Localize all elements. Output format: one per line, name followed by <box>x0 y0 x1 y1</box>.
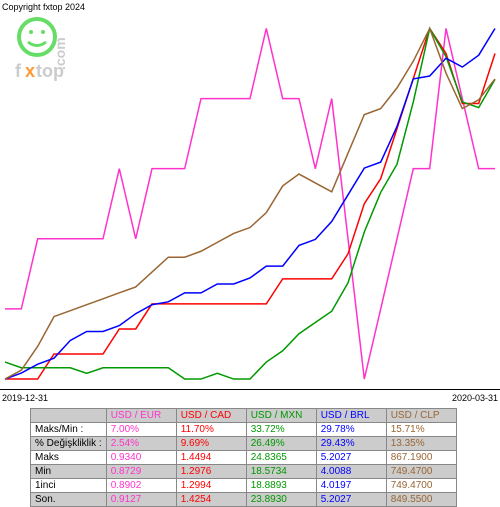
table-header: USD / BRL <box>316 409 386 423</box>
table-cell: 33.72% <box>246 423 316 437</box>
data-table: USD / EURUSD / CADUSD / MXNUSD / BRLUSD … <box>30 408 457 507</box>
date-end: 2020-03-31 <box>452 393 498 403</box>
table-row-label: 1inci <box>31 479 107 493</box>
table-row-label: % Değişkliklik : <box>31 437 107 451</box>
table-cell: 29.43% <box>316 437 386 451</box>
date-start: 2019-12-31 <box>2 393 48 403</box>
table-cell: 9.69% <box>176 437 246 451</box>
table-cell: 0.8729 <box>106 465 176 479</box>
table-cell: 18.5734 <box>246 465 316 479</box>
table-cell: 15.71% <box>386 423 456 437</box>
table-cell: 0.8902 <box>106 479 176 493</box>
table-row-label: Min <box>31 465 107 479</box>
table-cell: 749.4700 <box>386 479 456 493</box>
table-cell: 4.0197 <box>316 479 386 493</box>
table-cell: 7.00% <box>106 423 176 437</box>
table-cell: 4.0088 <box>316 465 386 479</box>
table-cell: 1.4494 <box>176 451 246 465</box>
table-row-label: Maks/Min : <box>31 423 107 437</box>
table-cell: 24.8365 <box>246 451 316 465</box>
table-cell: 18.8893 <box>246 479 316 493</box>
table-cell: 749.4700 <box>386 465 456 479</box>
table-header: USD / CLP <box>386 409 456 423</box>
table-cell: 11.70% <box>176 423 246 437</box>
table-cell: 1.2994 <box>176 479 246 493</box>
table-cell: 5.2027 <box>316 451 386 465</box>
table-cell: 0.9340 <box>106 451 176 465</box>
table-header: USD / CAD <box>176 409 246 423</box>
table-cell: 13.35% <box>386 437 456 451</box>
table-header: USD / EUR <box>106 409 176 423</box>
table-cell: 26.49% <box>246 437 316 451</box>
table-corner <box>31 409 107 423</box>
line-chart <box>0 10 500 390</box>
table-row-label: Maks <box>31 451 107 465</box>
table-cell: 1.2976 <box>176 465 246 479</box>
table-cell: 2.54% <box>106 437 176 451</box>
table-cell: 29.78% <box>316 423 386 437</box>
table-cell: 867.1900 <box>386 451 456 465</box>
table-header: USD / MXN <box>246 409 316 423</box>
